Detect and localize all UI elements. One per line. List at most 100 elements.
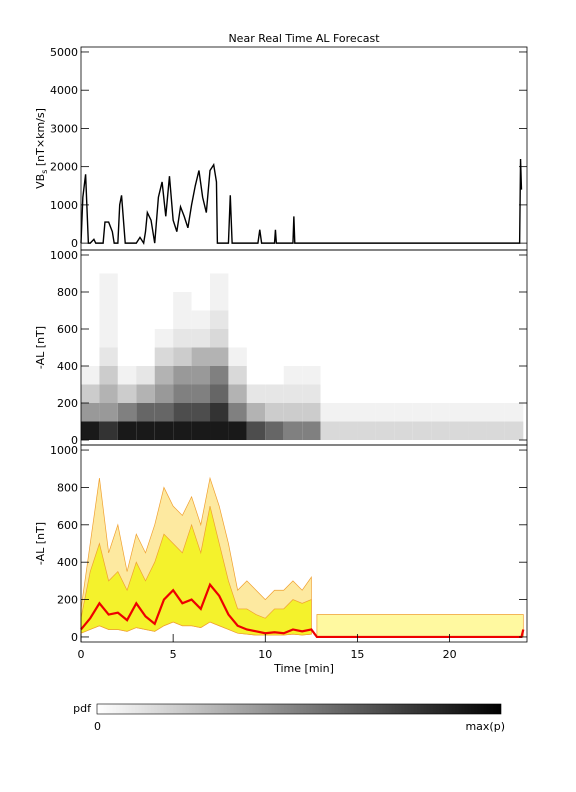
heatmap-cell	[431, 366, 450, 385]
heatmap-cell	[283, 403, 303, 422]
heatmap-cell	[117, 291, 137, 311]
heatmap-cell	[99, 347, 118, 367]
heatmap-cell	[339, 403, 358, 422]
heatmap-cell	[431, 291, 450, 311]
heatmap-cell	[191, 403, 211, 422]
heatmap-cell	[375, 273, 395, 292]
heatmap-cell	[357, 403, 376, 422]
heatmap-cell	[504, 347, 524, 367]
colorbar-min: 0	[94, 720, 101, 733]
heatmap-cell	[81, 403, 100, 422]
heatmap-cell	[320, 291, 340, 311]
heatmap-cell	[210, 328, 229, 348]
panel	[80, 158, 523, 246]
chart-title: Near Real Time AL Forecast	[228, 32, 380, 45]
heatmap-cell	[486, 273, 505, 292]
heatmap-cell	[302, 366, 321, 385]
heatmap-cell	[210, 347, 229, 367]
y-tick-label: 4000	[50, 84, 78, 97]
heatmap-cell	[468, 310, 487, 329]
heatmap-cell	[117, 384, 137, 404]
heatmap-cell	[81, 421, 100, 441]
heatmap-cell	[357, 291, 376, 311]
heatmap-cell	[486, 310, 505, 329]
heatmap-cell	[99, 273, 118, 292]
data-line	[80, 582, 525, 639]
colorbar-max: max(p)	[465, 720, 505, 733]
heatmap-cell	[486, 384, 505, 404]
heatmap-cell	[117, 421, 137, 441]
heatmap-cell	[99, 291, 118, 311]
data-line	[80, 158, 523, 246]
x-tick-label: 10	[258, 648, 272, 661]
heatmap-cell	[265, 403, 284, 422]
heatmap-cell	[283, 366, 303, 385]
heatmap-cell	[302, 291, 321, 311]
heatmap-cell	[394, 403, 413, 422]
heatmap-cell	[449, 366, 469, 385]
heatmap-cell	[228, 328, 247, 348]
heatmap-cell	[339, 291, 358, 311]
y-tick-label: 200	[57, 397, 78, 410]
heatmap-cell	[431, 384, 450, 404]
y-axis-label-part: [nT×km/s]	[34, 108, 47, 170]
heatmap-cell	[81, 366, 100, 385]
heatmap-cell	[375, 421, 395, 441]
heatmap-cell	[283, 310, 303, 329]
heatmap-cell	[265, 421, 284, 441]
heatmap-cell	[99, 310, 118, 329]
heatmap-cell	[431, 273, 450, 292]
heatmap-cell	[302, 310, 321, 329]
heatmap-cell	[210, 366, 229, 385]
heatmap-cell	[136, 384, 155, 404]
heatmap-cell	[375, 347, 395, 367]
heatmap-cell	[412, 310, 432, 329]
heatmap-cell	[283, 384, 303, 404]
heatmap-cell	[117, 403, 137, 422]
heatmap-cell	[228, 273, 247, 292]
heatmap-cell	[191, 384, 211, 404]
heatmap-cell	[504, 421, 524, 441]
heatmap-cell	[412, 347, 432, 367]
heatmap-cell	[468, 328, 487, 348]
heatmap-cell	[99, 421, 118, 441]
heatmap-cell	[412, 384, 432, 404]
heatmap-cell	[468, 366, 487, 385]
heatmap-cell	[486, 366, 505, 385]
heatmap-cell	[504, 384, 524, 404]
heatmap-cell	[320, 347, 340, 367]
heatmap-cell	[265, 291, 284, 311]
band-area	[80, 506, 312, 636]
x-tick-label: 15	[350, 648, 364, 661]
y-tick-label: 5000	[50, 46, 78, 59]
heatmap-cell	[136, 366, 155, 385]
heatmap-cell	[136, 273, 155, 292]
heatmap-cell	[394, 273, 413, 292]
colorbar	[96, 703, 502, 715]
heatmap-cell	[265, 310, 284, 329]
heatmap-cell	[246, 328, 266, 348]
heatmap-cell	[228, 310, 247, 329]
heatmap-cell	[228, 384, 247, 404]
heatmap-cell	[81, 310, 100, 329]
heatmap-cell	[154, 273, 174, 292]
heatmap-cell	[394, 310, 413, 329]
heatmap-cell	[394, 421, 413, 441]
y-tick-label: 0	[71, 631, 78, 644]
heatmap-cell	[449, 421, 469, 441]
heatmap-cell	[191, 310, 211, 329]
heatmap-cell	[265, 347, 284, 367]
band-area	[316, 614, 524, 638]
heatmap-cell	[357, 273, 376, 292]
heatmap-cell	[265, 366, 284, 385]
heatmap-cell	[375, 366, 395, 385]
heatmap-cell	[173, 310, 192, 329]
heatmap-cell	[210, 310, 229, 329]
heatmap-cell	[81, 328, 100, 348]
heatmap-cell	[228, 403, 247, 422]
heatmap-cell	[99, 384, 118, 404]
heatmap-cell	[412, 403, 432, 422]
heatmap-cell	[302, 328, 321, 348]
heatmap-cell	[173, 328, 192, 348]
